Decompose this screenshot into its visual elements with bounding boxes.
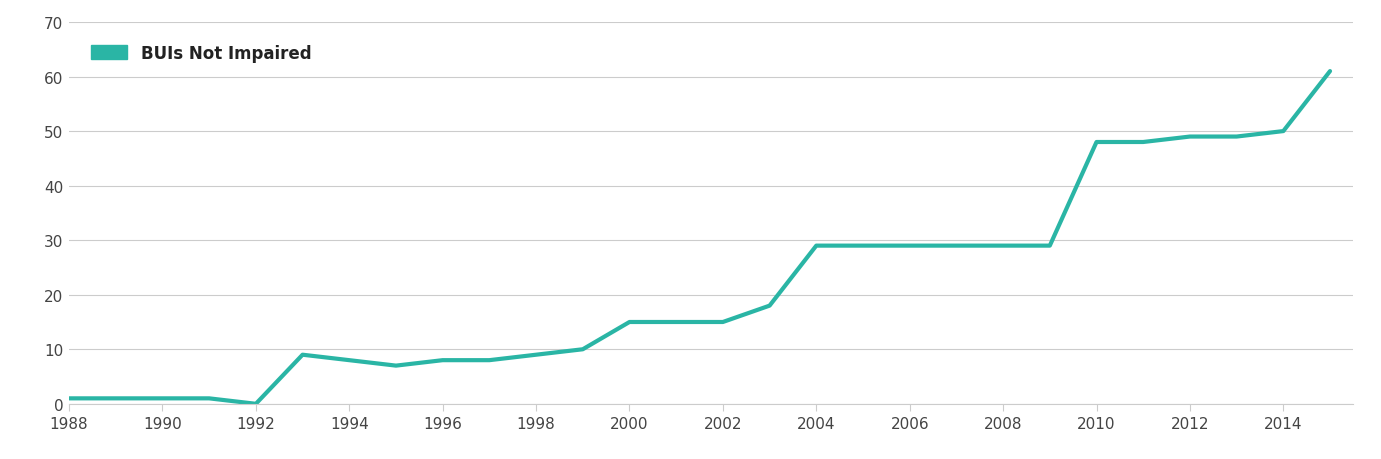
- Legend: BUIs Not Impaired: BUIs Not Impaired: [77, 31, 325, 76]
